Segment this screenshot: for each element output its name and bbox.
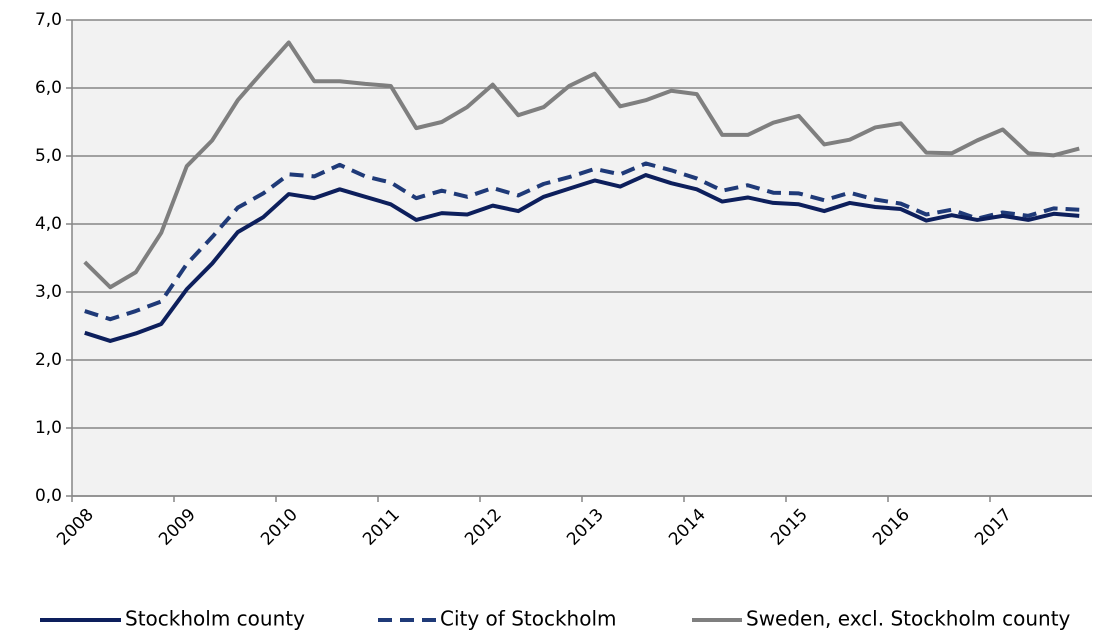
legend-label: Sweden, excl. Stockholm county [746,607,1071,631]
plot-area [72,20,1092,496]
series-line [84,161,1080,322]
y-tick-label: 2,0 [35,350,62,370]
legend-label: Stockholm county [125,607,305,631]
y-tick-label: 3,0 [35,282,62,302]
x-tick-label: 2013 [563,505,608,550]
y-tick-label: 7,0 [35,10,62,30]
y-tick-label: 6,0 [35,78,62,98]
x-tick-label: 2010 [257,505,302,550]
series-line [84,173,1080,343]
x-tick-label: 2011 [359,505,404,550]
x-tick-label: 2017 [971,505,1016,550]
y-tick-label: 1,0 [35,418,62,438]
legend-label: City of Stockholm [440,607,617,631]
y-tick-label: 4,0 [35,214,62,234]
x-tick-label: 2012 [461,505,506,550]
x-tick-label: 2008 [53,505,98,550]
x-tick-label: 2014 [665,505,710,550]
x-tick-label: 2009 [155,505,200,550]
y-tick-label: 0,0 [35,486,62,506]
x-tick-label: 2016 [869,505,914,550]
y-tick-label: 5,0 [35,146,62,166]
series-line [83,40,1080,290]
x-tick-label: 2015 [767,505,812,550]
